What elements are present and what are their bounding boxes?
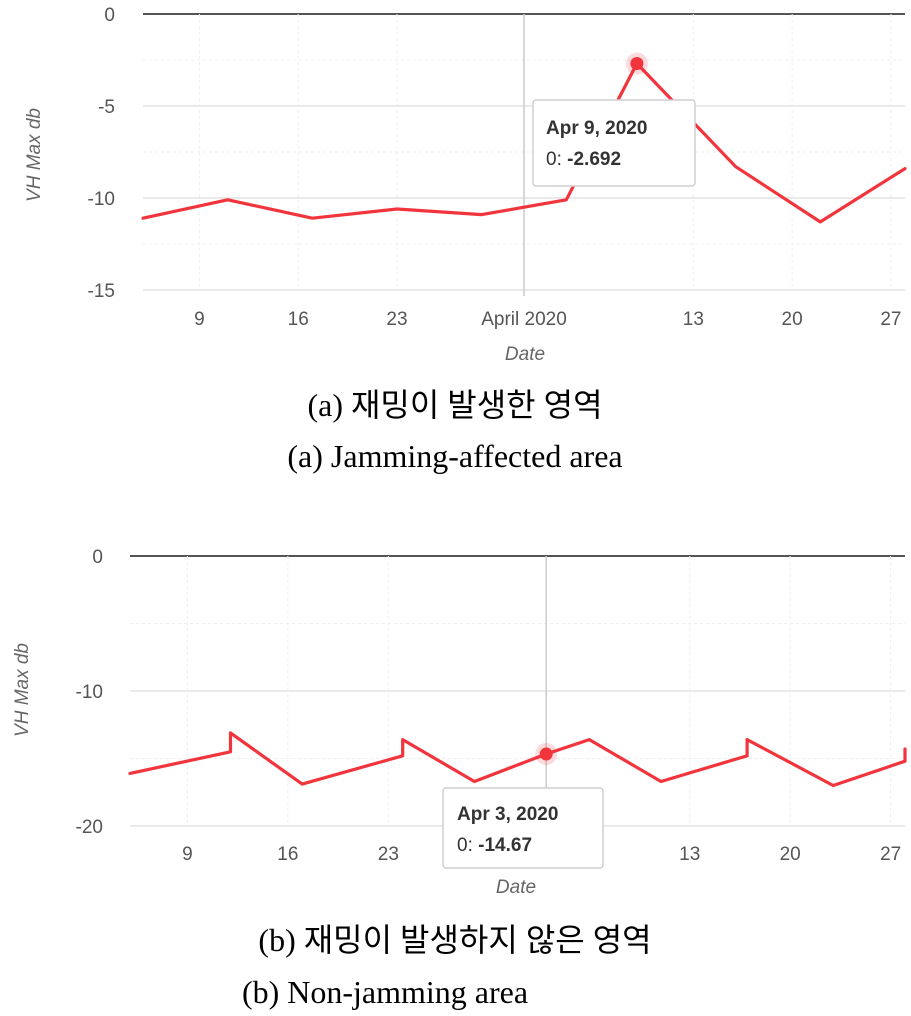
caption-a-english: (a) Jamming-affected area	[287, 438, 622, 474]
tooltip-a-date: Apr 9, 2020	[546, 118, 647, 139]
series-b	[128, 731, 907, 788]
tooltip-a-value: 0: -2.692	[546, 149, 621, 170]
tooltip-a-box	[532, 99, 696, 187]
y-axis-title-b: VH Max db	[12, 643, 33, 737]
caption-b-english: (b) Non-jamming area	[242, 974, 528, 1010]
tooltip-b-number: -14.67	[478, 835, 532, 856]
series-a	[141, 52, 907, 224]
y-tick-label: -20	[76, 817, 103, 838]
x-tick-label: 23	[378, 844, 399, 865]
x-tick-label: 9	[182, 844, 193, 865]
y-tick-label: 0	[92, 547, 103, 568]
caption-a-korean: (a) 재밍이 발생한 영역	[307, 387, 602, 423]
x-tick-label: 9	[194, 309, 205, 330]
tooltip-b: Apr 3, 2020 0: -14.67	[442, 787, 604, 869]
y-axis-b: 0 -10 -20	[76, 547, 103, 838]
x-axis-title-a: Date	[505, 344, 545, 365]
grid-b	[130, 555, 905, 827]
series-line	[141, 61, 907, 224]
y-axis-a: 0 -5 -10 -15	[88, 5, 115, 302]
x-tick-label: 20	[782, 309, 803, 330]
chart-a: 0 -5 -10 -15 9 16 23 April 2020 13 20 27 VH Max d…	[24, 5, 907, 365]
y-tick-label: -10	[88, 189, 115, 210]
y-tick-label: -15	[88, 281, 115, 302]
highlight-point[interactable]	[539, 747, 553, 761]
x-axis-b: 9 16 23 13 20 27	[182, 844, 901, 865]
chart-b: 0 -10 -20 9 16 23 13 20 27 VH Max db Date Apr 3…	[12, 547, 907, 898]
x-axis-title-b: Date	[496, 877, 536, 898]
x-axis-a: 9 16 23 April 2020 13 20 27	[194, 309, 901, 330]
highlight-point[interactable]	[630, 57, 644, 71]
x-tick-label: 27	[880, 844, 901, 865]
caption-b-korean: (b) 재밍이 발생하지 않은 영역	[258, 922, 651, 958]
tooltip-b-series-label: 0:	[457, 835, 473, 856]
x-tick-label: 20	[780, 844, 801, 865]
x-tick-label: 23	[386, 309, 407, 330]
x-tick-label: 27	[880, 309, 901, 330]
x-tick-label: April 2020	[481, 309, 567, 330]
y-axis-title-a: VH Max db	[24, 108, 45, 202]
x-tick-label: 16	[277, 844, 298, 865]
tooltip-a-number: -2.692	[567, 149, 621, 170]
tooltip-b-value: 0: -14.67	[457, 835, 532, 856]
tooltip-a: Apr 9, 2020 0: -2.692	[532, 99, 696, 187]
x-tick-label: 16	[288, 309, 309, 330]
tooltip-a-series-label: 0:	[546, 149, 562, 170]
x-tick-label: 13	[679, 844, 700, 865]
series-line	[128, 731, 907, 788]
tooltip-b-box	[442, 787, 604, 869]
y-tick-label: 0	[104, 5, 115, 26]
tooltip-b-date: Apr 3, 2020	[457, 804, 558, 825]
y-tick-label: -5	[98, 97, 115, 118]
x-tick-label: 13	[683, 309, 704, 330]
y-tick-label: -10	[76, 682, 103, 703]
